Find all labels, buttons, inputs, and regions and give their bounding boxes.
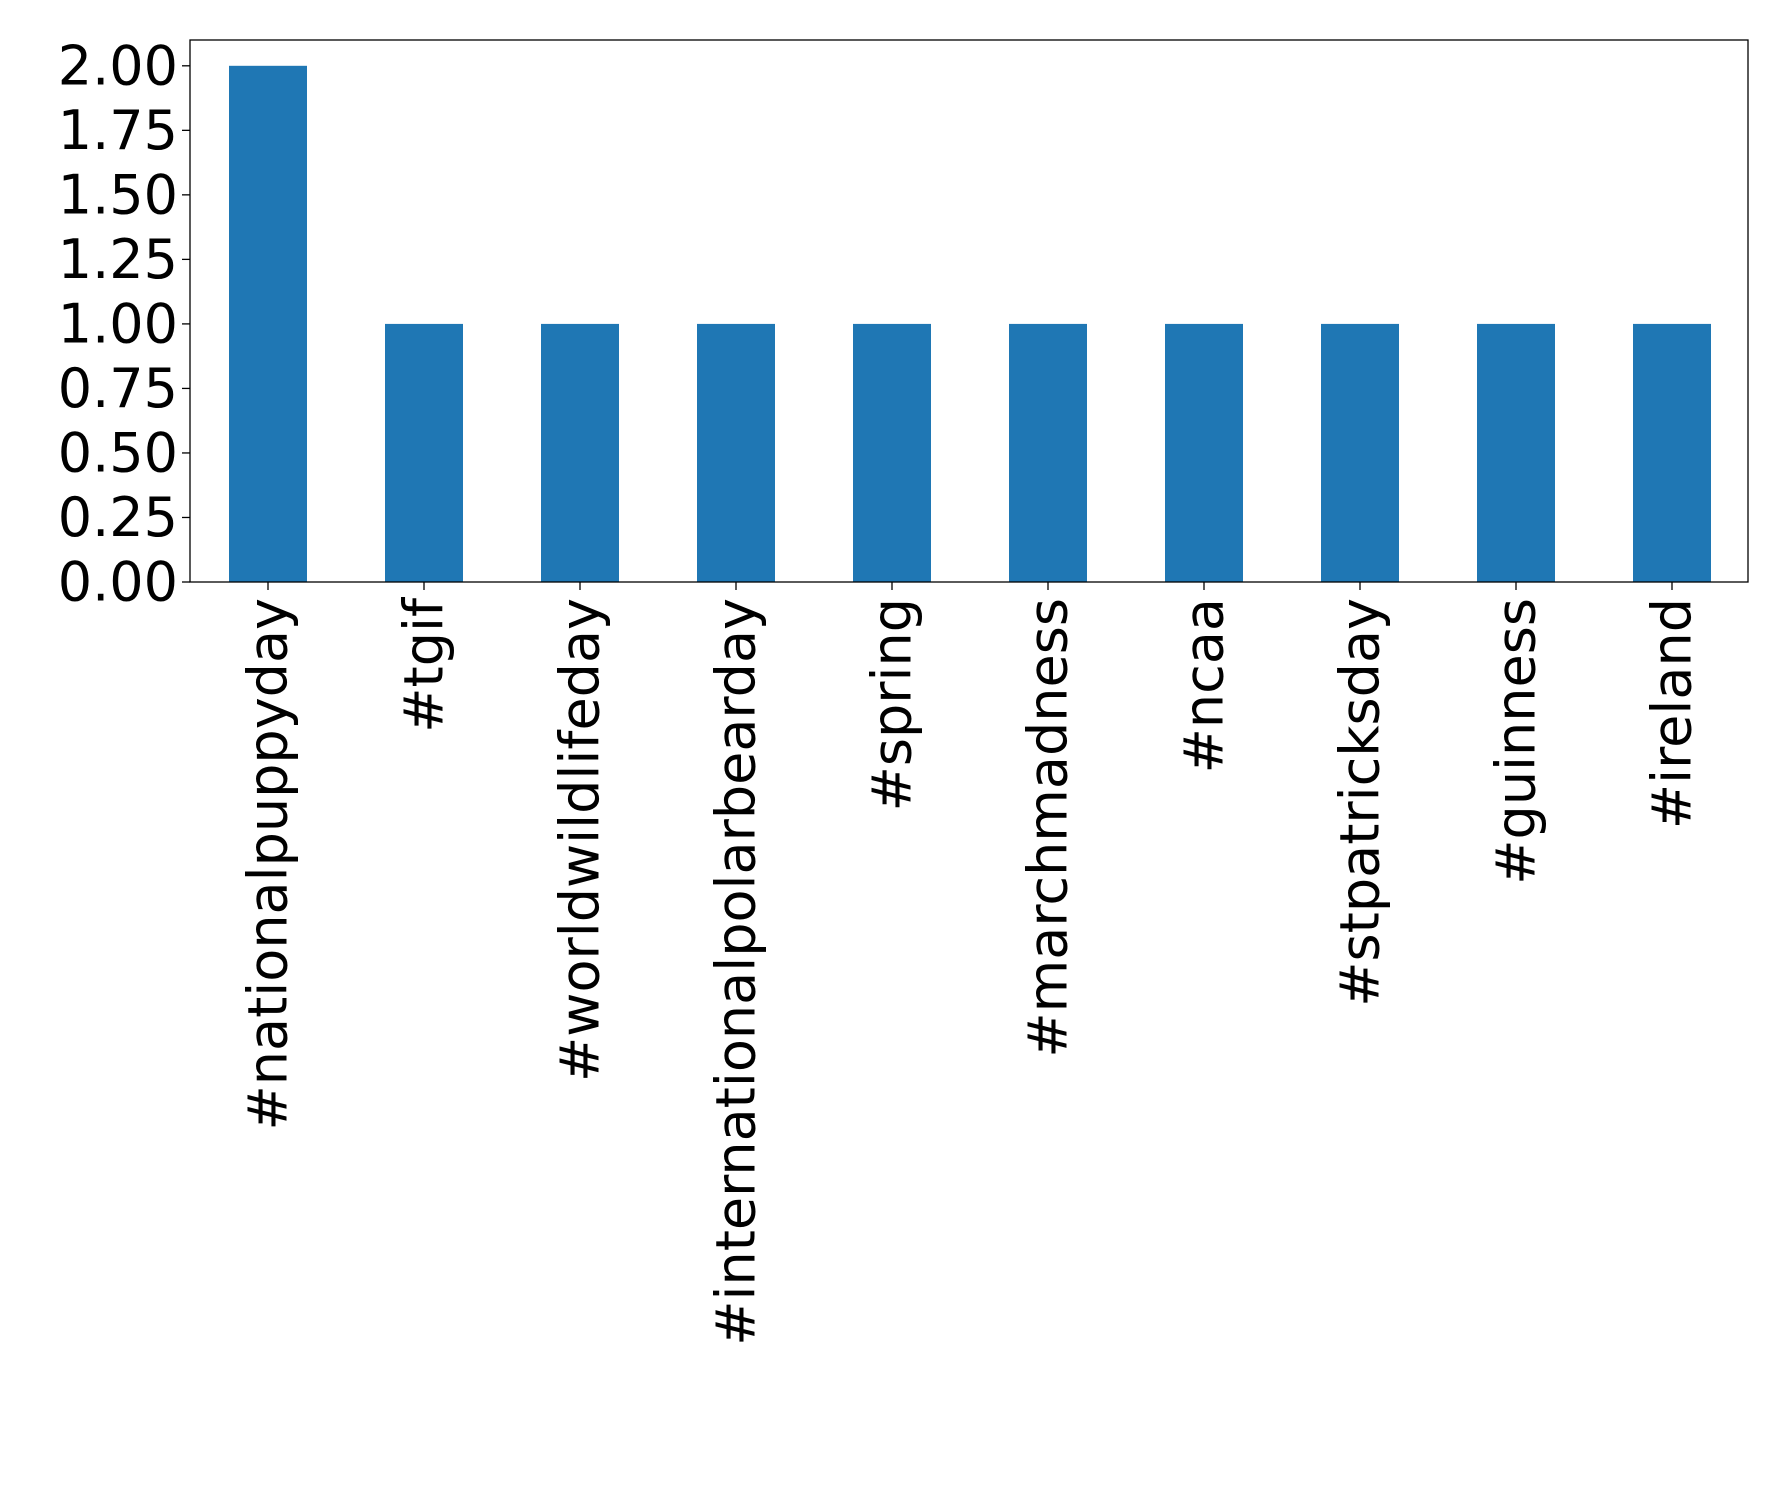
y-tick-label: 0.25 bbox=[58, 486, 178, 549]
x-tick-label: #ncaa bbox=[1173, 598, 1236, 773]
bar-tgif bbox=[385, 323, 463, 582]
bar-guinness bbox=[1477, 323, 1555, 582]
bar-marchmadness bbox=[1009, 323, 1087, 582]
y-tick-label: 1.00 bbox=[58, 292, 178, 355]
x-axis: #nationalpuppyday #tgif #worldwildlifeday #… bbox=[237, 582, 1704, 1346]
plot-frame bbox=[189, 39, 1749, 583]
y-tick-label: 2.00 bbox=[58, 34, 178, 97]
x-tick-label: #tgif bbox=[393, 596, 456, 733]
x-tick-label: #ireland bbox=[1641, 598, 1704, 829]
y-axis: 0.000.250.500.751.001.251.501.752.00 bbox=[58, 34, 190, 614]
y-tick-label: 1.25 bbox=[58, 228, 178, 291]
x-tick-label: #guinness bbox=[1485, 598, 1548, 885]
bar-nationalpuppyday bbox=[229, 65, 307, 583]
y-tick-label: 1.50 bbox=[58, 163, 178, 226]
y-tick-label: 0.50 bbox=[58, 421, 178, 484]
x-tick-label: #internationalpolarbearday bbox=[705, 598, 768, 1346]
x-tick-label: #marchmadness bbox=[1017, 598, 1080, 1058]
y-tick-label: 1.75 bbox=[58, 99, 178, 162]
x-tick-label: #spring bbox=[861, 598, 924, 811]
bar-internationalpolarbearday bbox=[697, 323, 775, 582]
bar-spring bbox=[853, 323, 931, 582]
bar-stpatricksday bbox=[1321, 323, 1399, 582]
y-tick-label: 0.75 bbox=[58, 357, 178, 420]
bar-ireland bbox=[1633, 323, 1711, 582]
bar-ncaa bbox=[1165, 323, 1243, 582]
x-tick-label: #worldwildlifeday bbox=[549, 598, 612, 1082]
x-tick-label: #stpatricksday bbox=[1329, 598, 1392, 1007]
y-tick-label: 0.00 bbox=[58, 551, 178, 614]
bars-layer bbox=[229, 65, 1711, 583]
x-tick-label: #nationalpuppyday bbox=[237, 598, 300, 1130]
bar-worldwildlifeday bbox=[541, 323, 619, 582]
